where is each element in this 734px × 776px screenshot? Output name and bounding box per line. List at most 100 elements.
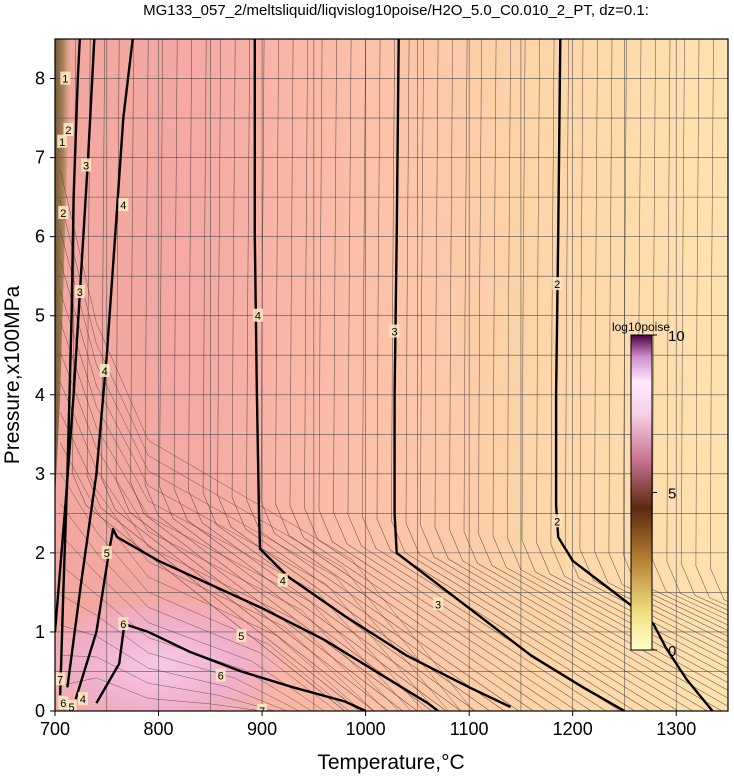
contour-label-box bbox=[433, 597, 444, 611]
contour-label: 7 bbox=[259, 706, 265, 718]
contour-label: 3 bbox=[83, 160, 89, 172]
contour-label-box bbox=[99, 364, 110, 378]
thin-contour-line bbox=[318, 39, 592, 711]
thin-contour-line bbox=[59, 321, 412, 711]
contour-label-box bbox=[277, 573, 288, 587]
thin-contour-line bbox=[59, 442, 362, 711]
x-tick-label: 1200 bbox=[553, 719, 593, 739]
contour-label-box bbox=[55, 672, 66, 686]
thin-contour-line bbox=[275, 39, 548, 711]
colorbar-scale bbox=[630, 334, 653, 651]
contour-label-box bbox=[118, 617, 129, 631]
thin-contour-line bbox=[130, 39, 404, 711]
contour-line-2 bbox=[59, 39, 81, 696]
contour-label: 5 bbox=[69, 702, 75, 714]
thin-contour-line bbox=[60, 677, 263, 711]
thin-contour-line bbox=[681, 39, 728, 611]
contour-label: 4 bbox=[280, 576, 286, 588]
contour-label-box bbox=[215, 668, 226, 682]
contour-label-box bbox=[81, 158, 92, 172]
thin-contour-line bbox=[347, 39, 621, 711]
thin-contour-line bbox=[59, 503, 337, 711]
thin-contour-line bbox=[623, 39, 728, 631]
thin-contour-line bbox=[59, 351, 399, 711]
thin-contour-line bbox=[188, 39, 462, 711]
x-tick-label: 1300 bbox=[656, 719, 696, 739]
contour-label: 3 bbox=[435, 599, 441, 611]
contour-line-3 bbox=[393, 39, 626, 711]
colorbar-tick-label: 5 bbox=[668, 486, 676, 503]
thin-contour-line bbox=[101, 39, 375, 711]
thin-contour-line bbox=[246, 39, 520, 711]
y-axis: 0 1 2 3 4 5 6 7 8 bbox=[35, 69, 55, 721]
thin-contour-line bbox=[86, 39, 360, 711]
contour-label-box bbox=[66, 700, 77, 711]
contour-label-box bbox=[552, 514, 563, 528]
thin-contour-line bbox=[59, 473, 350, 711]
thin-contour-line bbox=[60, 624, 287, 711]
thin-contour-line bbox=[492, 39, 728, 691]
contour-label: 6 bbox=[60, 698, 66, 710]
thin-contour-line bbox=[60, 564, 312, 711]
colorbar-tick-label: 10 bbox=[668, 328, 685, 345]
thin-contour-line bbox=[304, 39, 577, 711]
chart-title: MG133_057_2/meltsliquid/liqvislog10poise… bbox=[143, 2, 649, 19]
thin-contour-line bbox=[59, 412, 375, 711]
contour-label-box bbox=[389, 324, 400, 338]
x-tick-label: 1100 bbox=[450, 719, 489, 739]
colorbar-title: log10poise bbox=[612, 320, 670, 334]
thin-contour-line bbox=[59, 382, 387, 711]
thin-contour-line bbox=[594, 39, 728, 643]
contour-label: 6 bbox=[218, 670, 224, 682]
contour-label: 7 bbox=[57, 674, 63, 686]
contour-label: 2 bbox=[554, 279, 560, 291]
thin-contour-line bbox=[391, 39, 664, 711]
low-temperature-band bbox=[55, 39, 72, 500]
contour-label-box bbox=[57, 134, 68, 148]
contour-line-6 bbox=[95, 622, 367, 711]
thin-contour-line bbox=[695, 39, 728, 607]
thin-contour-line bbox=[449, 39, 722, 711]
contour-label: 4 bbox=[102, 366, 108, 378]
y-tick-label: 0 bbox=[35, 701, 45, 721]
thin-contour-line bbox=[60, 594, 300, 711]
contour-line-4 bbox=[66, 39, 134, 688]
contour-label: 2 bbox=[554, 516, 560, 528]
plot-frame bbox=[54, 38, 729, 712]
colorbar-tick-label: 0 bbox=[668, 643, 676, 660]
contour-label-box bbox=[74, 284, 85, 298]
thin-contour-line bbox=[420, 39, 693, 711]
contour-label-box bbox=[60, 71, 71, 85]
contour-line-3 bbox=[55, 39, 96, 632]
thin-contour-line bbox=[478, 39, 728, 699]
thin-contour-line bbox=[608, 39, 728, 637]
contour-label-box bbox=[252, 308, 263, 322]
contour-label: 2 bbox=[60, 208, 66, 220]
x-tick-label: 1000 bbox=[346, 719, 386, 739]
contour-label-box bbox=[77, 692, 88, 706]
contour-label-box bbox=[58, 205, 69, 219]
thin-contour-line bbox=[59, 169, 474, 711]
y-tick-label: 3 bbox=[35, 464, 45, 484]
contour-label: 5 bbox=[104, 548, 110, 560]
thin-contour-line bbox=[666, 39, 728, 616]
x-axis: 700 800 900 1000 1100 1200 1300 bbox=[40, 711, 696, 739]
x-axis-title: Temperature,°C bbox=[317, 751, 464, 774]
thin-contour-line bbox=[260, 39, 534, 711]
x-tick-label: 900 bbox=[247, 719, 277, 739]
thin-contour-line bbox=[710, 39, 728, 602]
contour-label: 1 bbox=[59, 137, 65, 149]
contour-label-box bbox=[118, 198, 129, 212]
contour-label-box bbox=[63, 122, 74, 136]
contour-label: 1 bbox=[62, 74, 68, 86]
thin-contour-line bbox=[521, 39, 728, 676]
contour-label-box bbox=[58, 696, 69, 710]
contour-label: 6 bbox=[120, 619, 126, 631]
contour-label: 5 bbox=[238, 631, 244, 643]
thin-contour-line bbox=[173, 39, 447, 711]
contour-label: 4 bbox=[255, 311, 261, 323]
thin-contour-line bbox=[159, 39, 433, 711]
